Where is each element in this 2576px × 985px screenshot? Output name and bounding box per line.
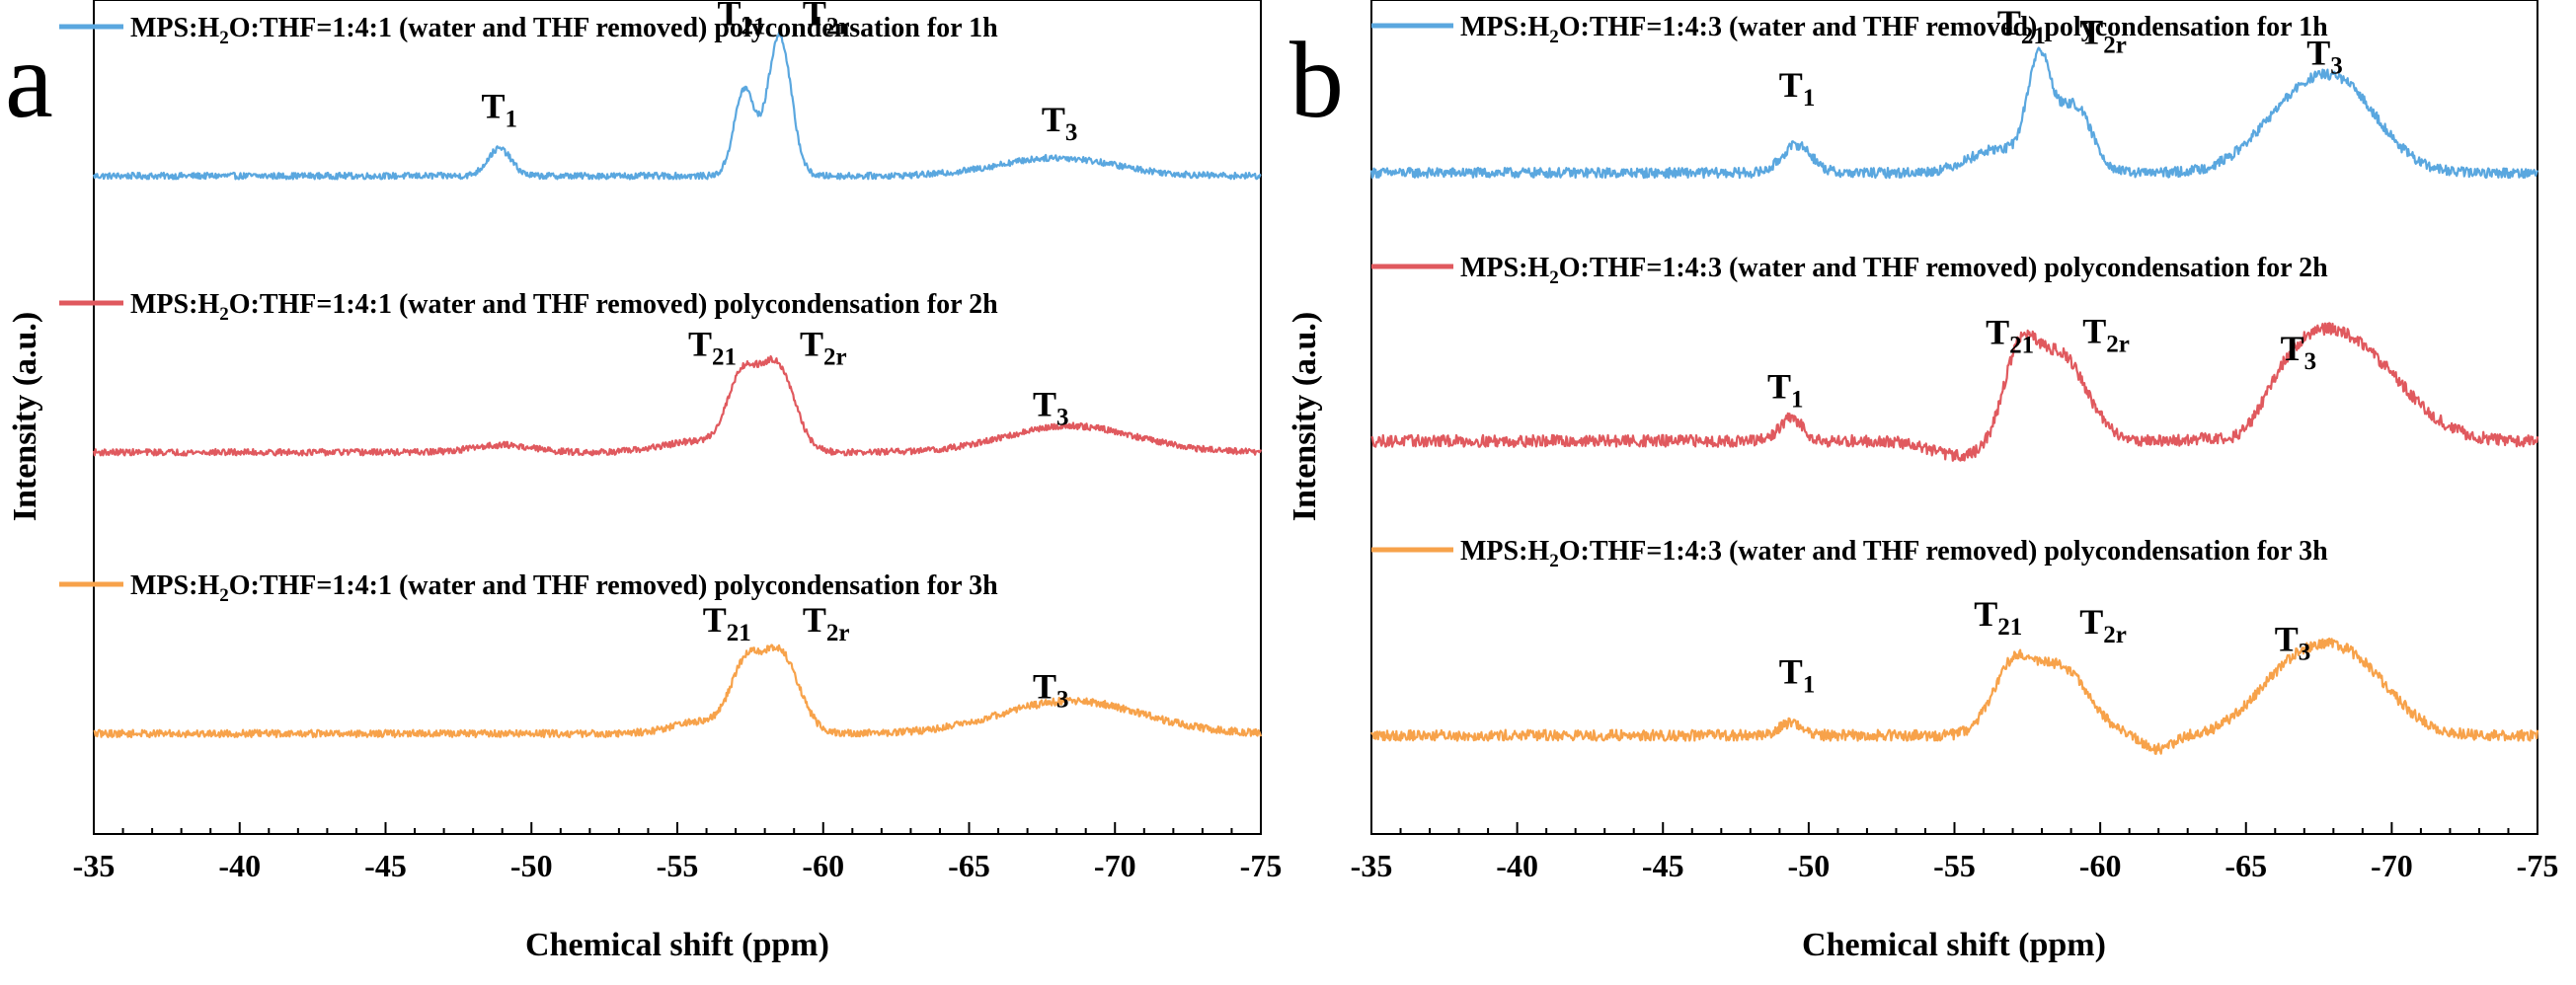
legend-label: MPS:H2O:THF=1:4:1 (water and THF removed… xyxy=(130,289,998,325)
spectrum-line xyxy=(93,644,1263,738)
peak-label: T21 xyxy=(703,600,751,646)
peak-label: T1 xyxy=(1779,65,1816,112)
panel-letter: b xyxy=(1289,20,1344,140)
x-tick-label: -50 xyxy=(1788,848,1831,883)
panel-b: b -35 -40 -45 -50 -55 -60 -65 -70 -75 T1 T21 T2r T3… xyxy=(1287,0,2558,963)
spectrum-line xyxy=(92,354,1263,457)
x-tick-label: -55 xyxy=(1933,848,1976,883)
peak-label: T1 xyxy=(481,86,517,132)
x-axis-title: Chemical shift (ppm) xyxy=(525,927,829,963)
x-tick-label: -35 xyxy=(1351,848,1393,883)
x-ticks: -35 -40 -45 -50 -55 -60 -65 -70 -75 xyxy=(1351,822,2559,883)
x-tick-label: -45 xyxy=(364,848,407,883)
plot-frame xyxy=(1370,0,2538,835)
legends: MPS:H2O:THF=1:4:3 (water and THF removed… xyxy=(1371,12,2328,571)
peak-label: T3 xyxy=(1033,666,1069,713)
peak-label: T3 xyxy=(2275,620,2311,666)
x-tick-label: -50 xyxy=(510,848,553,883)
peak-label: T2r xyxy=(2082,311,2130,357)
x-tick-label: -65 xyxy=(2225,848,2267,883)
x-tick-label: -70 xyxy=(1094,848,1136,883)
panel-a: a -35 -40 -45 -50 -55 -60 -65 -70 -75 T1 T21 T2r T3… xyxy=(5,0,1282,963)
x-tick-label: -40 xyxy=(1496,848,1538,883)
legend-label: MPS:H2O:THF=1:4:1 (water and THF removed… xyxy=(130,570,998,606)
x-tick-label: -55 xyxy=(657,848,699,883)
peak-label: T21 xyxy=(1986,312,2034,358)
peak-label: T3 xyxy=(1033,384,1069,430)
x-tick-label: -40 xyxy=(218,848,261,883)
x-tick-label: -70 xyxy=(2371,848,2413,883)
peak-label: T1 xyxy=(1767,367,1804,414)
x-tick-label: -65 xyxy=(948,848,990,883)
peak-label: T3 xyxy=(1042,100,1078,146)
spectrum-line xyxy=(1370,637,2539,755)
peak-label: T2r xyxy=(2079,602,2127,648)
peak-label: T2r xyxy=(800,325,847,371)
legend-label: MPS:H2O:THF=1:4:3 (water and THF removed… xyxy=(1460,536,2328,571)
peak-label: T21 xyxy=(1974,594,2022,641)
spectrum-line xyxy=(1369,46,2539,180)
plot-frame xyxy=(93,0,1262,835)
peak-label: T21 xyxy=(688,325,737,371)
spectrum-line xyxy=(1370,322,2539,462)
legend-label: MPS:H2O:THF=1:4:1 (water and THF removed… xyxy=(130,13,998,48)
peak-label: T2r xyxy=(803,600,850,646)
x-tick-label: -35 xyxy=(73,848,116,883)
x-tick-label: -75 xyxy=(1240,848,1283,883)
peak-label: T1 xyxy=(1779,652,1816,699)
x-ticks: -35 -40 -45 -50 -55 -60 -65 -70 -75 xyxy=(73,822,1283,883)
spectra xyxy=(92,32,1263,738)
y-axis-title: Intensity (a.u.) xyxy=(1287,312,1323,522)
legend-label: MPS:H2O:THF=1:4:3 (water and THF removed… xyxy=(1460,253,2328,288)
spectra xyxy=(1369,46,2539,755)
legend-label: MPS:H2O:THF=1:4:3 (water and THF removed… xyxy=(1460,12,2328,47)
x-axis-title: Chemical shift (ppm) xyxy=(1802,927,2106,963)
x-tick-label: -60 xyxy=(2079,848,2122,883)
y-axis-title: Intensity (a.u.) xyxy=(7,312,43,522)
x-tick-label: -75 xyxy=(2517,848,2559,883)
x-tick-label: -45 xyxy=(1642,848,1684,883)
spectrum-line xyxy=(92,32,1262,181)
panel-letter: a xyxy=(5,20,53,140)
x-tick-label: -60 xyxy=(802,848,844,883)
legends: MPS:H2O:THF=1:4:1 (water and THF removed… xyxy=(59,13,998,606)
